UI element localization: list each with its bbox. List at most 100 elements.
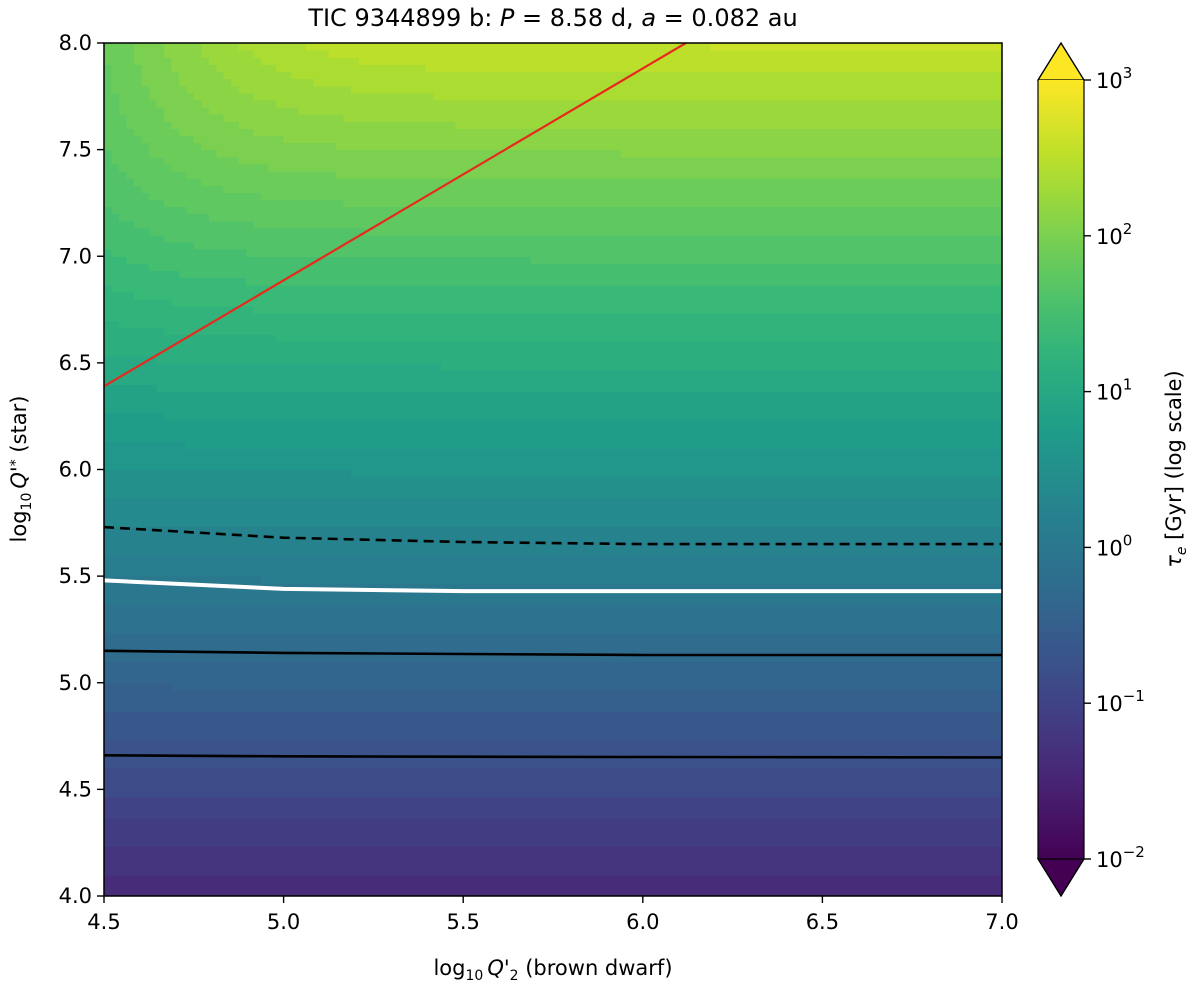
- heatmap-cell: [306, 625, 315, 634]
- heatmap-cell: [328, 789, 337, 798]
- heatmap-cell: [620, 874, 629, 883]
- heatmap-cell: [380, 846, 389, 854]
- heatmap-cell: [395, 632, 404, 641]
- heatmap-cell: [141, 661, 150, 670]
- heatmap-cell: [553, 682, 562, 691]
- heatmap-cell: [156, 682, 165, 691]
- heatmap-cell: [104, 718, 113, 726]
- heatmap-cell: [687, 725, 696, 734]
- heatmap-cell: [111, 867, 120, 876]
- heatmap-cell: [702, 625, 711, 634]
- heatmap-cell: [919, 874, 928, 883]
- heatmap-cell: [829, 881, 838, 890]
- heatmap-cell: [964, 618, 973, 627]
- heatmap-cell: [799, 817, 809, 826]
- heatmap-cell: [725, 824, 734, 833]
- heatmap-cell: [725, 760, 734, 769]
- heatmap-cell: [231, 640, 240, 648]
- heatmap-cell: [455, 832, 464, 840]
- heatmap-cell: [717, 725, 726, 734]
- heatmap-cell: [725, 867, 734, 876]
- heatmap-cell: [470, 796, 479, 805]
- heatmap-cell: [867, 689, 876, 698]
- heatmap-cell: [740, 668, 749, 677]
- heatmap-cell: [403, 618, 412, 627]
- heatmap-cell: [201, 711, 210, 719]
- heatmap-cell: [665, 668, 674, 677]
- heatmap-cell: [328, 853, 337, 862]
- heatmap-cell: [238, 853, 247, 862]
- heatmap-cell: [223, 654, 232, 663]
- heatmap-cell: [246, 881, 255, 890]
- heatmap-cell: [964, 768, 973, 776]
- heatmap-cell: [253, 711, 262, 719]
- heatmap-cell: [687, 732, 696, 741]
- heatmap-cell: [972, 881, 981, 890]
- heatmap-cell: [642, 853, 651, 862]
- heatmap-cell: [238, 803, 247, 812]
- heatmap-cell: [740, 640, 749, 648]
- heatmap-cell: [500, 760, 509, 769]
- heatmap-cell: [642, 789, 651, 798]
- heatmap-cell: [418, 760, 427, 769]
- heatmap-cell: [844, 839, 853, 847]
- heatmap-cell: [455, 846, 464, 854]
- heatmap-cell: [268, 874, 277, 883]
- heatmap-cell: [126, 625, 135, 634]
- heatmap-cell: [538, 888, 547, 896]
- heatmap-cell: [470, 760, 479, 769]
- heatmap-cell: [725, 718, 734, 726]
- heatmap-cell: [365, 654, 374, 663]
- heatmap-cell: [822, 711, 831, 719]
- heatmap-cell: [156, 718, 165, 726]
- heatmap-cell: [231, 711, 240, 719]
- heatmap-cell: [770, 654, 779, 663]
- heatmap-cell: [178, 696, 187, 705]
- heatmap-cell: [829, 824, 838, 833]
- heatmap-cell: [515, 803, 524, 812]
- heatmap-cell: [844, 881, 853, 890]
- heatmap-cell: [642, 832, 651, 840]
- heatmap-cell: [852, 832, 861, 840]
- heatmap-cell: [799, 739, 809, 748]
- heatmap-cell: [874, 768, 883, 776]
- heatmap-cell: [934, 810, 943, 819]
- heatmap-cell: [500, 803, 509, 812]
- heatmap-cell: [201, 682, 210, 691]
- heatmap-cell: [276, 711, 285, 719]
- heatmap-cell: [605, 768, 614, 776]
- heatmap-cell: [335, 803, 345, 812]
- heatmap-cell: [478, 739, 487, 748]
- heatmap-cell: [306, 682, 315, 691]
- heatmap-cell: [380, 654, 389, 663]
- heatmap-cell: [597, 874, 606, 883]
- heatmap-cell: [605, 881, 614, 890]
- heatmap-cell: [620, 746, 629, 755]
- heatmap-cell: [515, 853, 524, 862]
- heatmap-cell: [590, 824, 599, 833]
- heatmap-cell: [710, 654, 719, 663]
- heatmap-cell: [104, 682, 113, 691]
- heatmap-cell: [171, 704, 180, 712]
- heatmap-cell: [208, 640, 217, 648]
- heatmap-cell: [994, 611, 1002, 620]
- heatmap-cell: [463, 832, 472, 840]
- heatmap-cell: [350, 846, 360, 854]
- heatmap-cell: [455, 789, 464, 798]
- heatmap-cell: [335, 867, 345, 876]
- heatmap-cell: [523, 746, 532, 755]
- heatmap-cell: [178, 689, 187, 698]
- heatmap-cell: [605, 803, 614, 812]
- heatmap-cell: [141, 846, 150, 854]
- heatmap-cell: [118, 604, 128, 613]
- heatmap-cell: [126, 732, 135, 741]
- heatmap-cell: [590, 597, 599, 606]
- heatmap-cell: [418, 881, 427, 890]
- heatmap-cell: [418, 832, 427, 840]
- heatmap-cell: [627, 746, 636, 755]
- heatmap-cell: [373, 746, 382, 755]
- heatmap-cell: [515, 824, 524, 833]
- heatmap-cell: [740, 689, 749, 698]
- heatmap-cell: [814, 604, 823, 613]
